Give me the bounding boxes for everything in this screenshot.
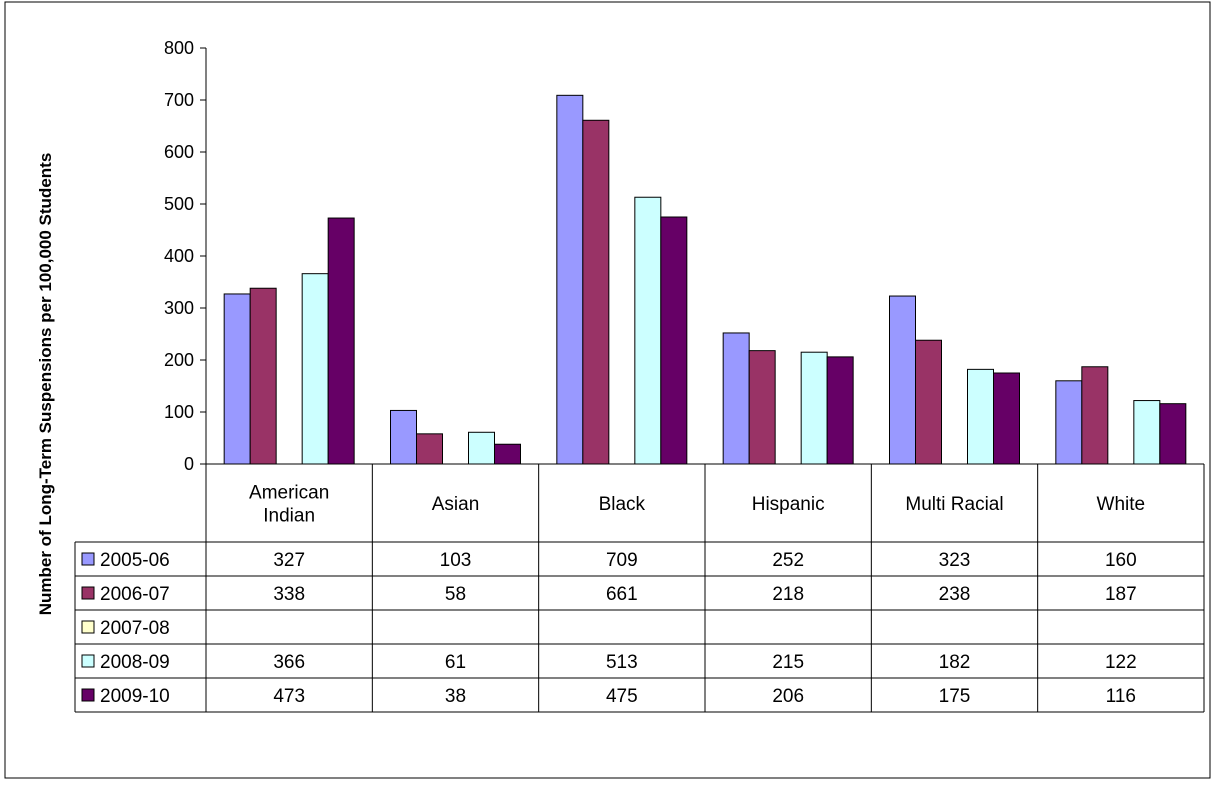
data-label: 473 bbox=[273, 686, 305, 707]
data-label: 327 bbox=[273, 550, 305, 571]
bar bbox=[468, 431, 495, 465]
bar bbox=[634, 196, 662, 465]
bar bbox=[889, 295, 916, 465]
category-label: American Indian bbox=[249, 483, 329, 527]
category-label: Hispanic bbox=[752, 494, 825, 515]
bar bbox=[1159, 403, 1187, 465]
legend-entry: 2007-08 bbox=[100, 618, 170, 639]
bar bbox=[223, 293, 251, 465]
data-label: 103 bbox=[440, 550, 472, 571]
data-label: 206 bbox=[772, 686, 804, 707]
y-axis-title: Number of Long-Term Suspensions per 100,… bbox=[36, 153, 55, 616]
bar bbox=[582, 119, 610, 465]
legend-swatch bbox=[81, 552, 95, 566]
y-tick-label: 0 bbox=[184, 454, 194, 474]
bar bbox=[915, 339, 942, 465]
y-tick-label: 800 bbox=[164, 38, 194, 58]
data-label: 218 bbox=[772, 584, 804, 605]
bar bbox=[800, 351, 828, 465]
bar bbox=[660, 216, 688, 465]
data-label: 116 bbox=[1106, 686, 1136, 707]
category-label: Multi Racial bbox=[905, 494, 1003, 515]
category-label: White bbox=[1097, 494, 1146, 515]
y-tick-label: 500 bbox=[164, 194, 194, 214]
data-label: 38 bbox=[445, 686, 466, 707]
y-tick-label: 300 bbox=[164, 298, 194, 318]
y-tick-label: 400 bbox=[164, 246, 194, 266]
bar bbox=[1133, 400, 1161, 465]
data-label: 238 bbox=[939, 584, 971, 605]
bar bbox=[722, 332, 750, 465]
data-label: 160 bbox=[1105, 550, 1137, 571]
legend-entry: 2005-06 bbox=[100, 550, 170, 571]
legend-entry: 2009-10 bbox=[100, 686, 170, 707]
data-label: 61 bbox=[445, 652, 466, 673]
data-label: 513 bbox=[606, 652, 638, 673]
bar bbox=[494, 443, 521, 465]
bar bbox=[416, 433, 443, 465]
legend-entry: 2008-09 bbox=[100, 652, 170, 673]
data-label: 252 bbox=[772, 550, 804, 571]
category-label: Asian bbox=[432, 494, 480, 515]
data-label: 122 bbox=[1105, 652, 1137, 673]
bar bbox=[1055, 380, 1083, 465]
bar bbox=[327, 217, 355, 465]
bar bbox=[748, 350, 776, 465]
legend-swatch bbox=[81, 654, 95, 668]
data-label: 475 bbox=[606, 686, 638, 707]
bar bbox=[301, 273, 329, 465]
y-tick-label: 100 bbox=[164, 402, 194, 422]
bar bbox=[826, 356, 854, 465]
bar bbox=[556, 94, 584, 465]
data-label: 175 bbox=[939, 686, 971, 707]
data-label: 338 bbox=[273, 584, 305, 605]
y-tick-label: 600 bbox=[164, 142, 194, 162]
data-label: 366 bbox=[273, 652, 305, 673]
data-label: 323 bbox=[939, 550, 971, 571]
legend-swatch bbox=[81, 688, 95, 702]
data-label: 215 bbox=[772, 652, 804, 673]
data-label: 661 bbox=[606, 584, 638, 605]
bar bbox=[249, 287, 277, 465]
data-label: 709 bbox=[606, 550, 638, 571]
data-label: 187 bbox=[1105, 584, 1137, 605]
bar bbox=[1081, 366, 1109, 465]
data-label: 58 bbox=[445, 584, 466, 605]
data-label: 182 bbox=[939, 652, 971, 673]
legend-swatch bbox=[81, 620, 95, 634]
y-tick-label: 700 bbox=[164, 90, 194, 110]
legend-entry: 2006-07 bbox=[100, 584, 170, 605]
bar bbox=[390, 409, 417, 465]
bar bbox=[993, 372, 1020, 465]
category-label: Black bbox=[599, 494, 646, 515]
bar bbox=[967, 368, 994, 465]
legend-swatch bbox=[81, 586, 95, 600]
y-tick-label: 200 bbox=[164, 350, 194, 370]
